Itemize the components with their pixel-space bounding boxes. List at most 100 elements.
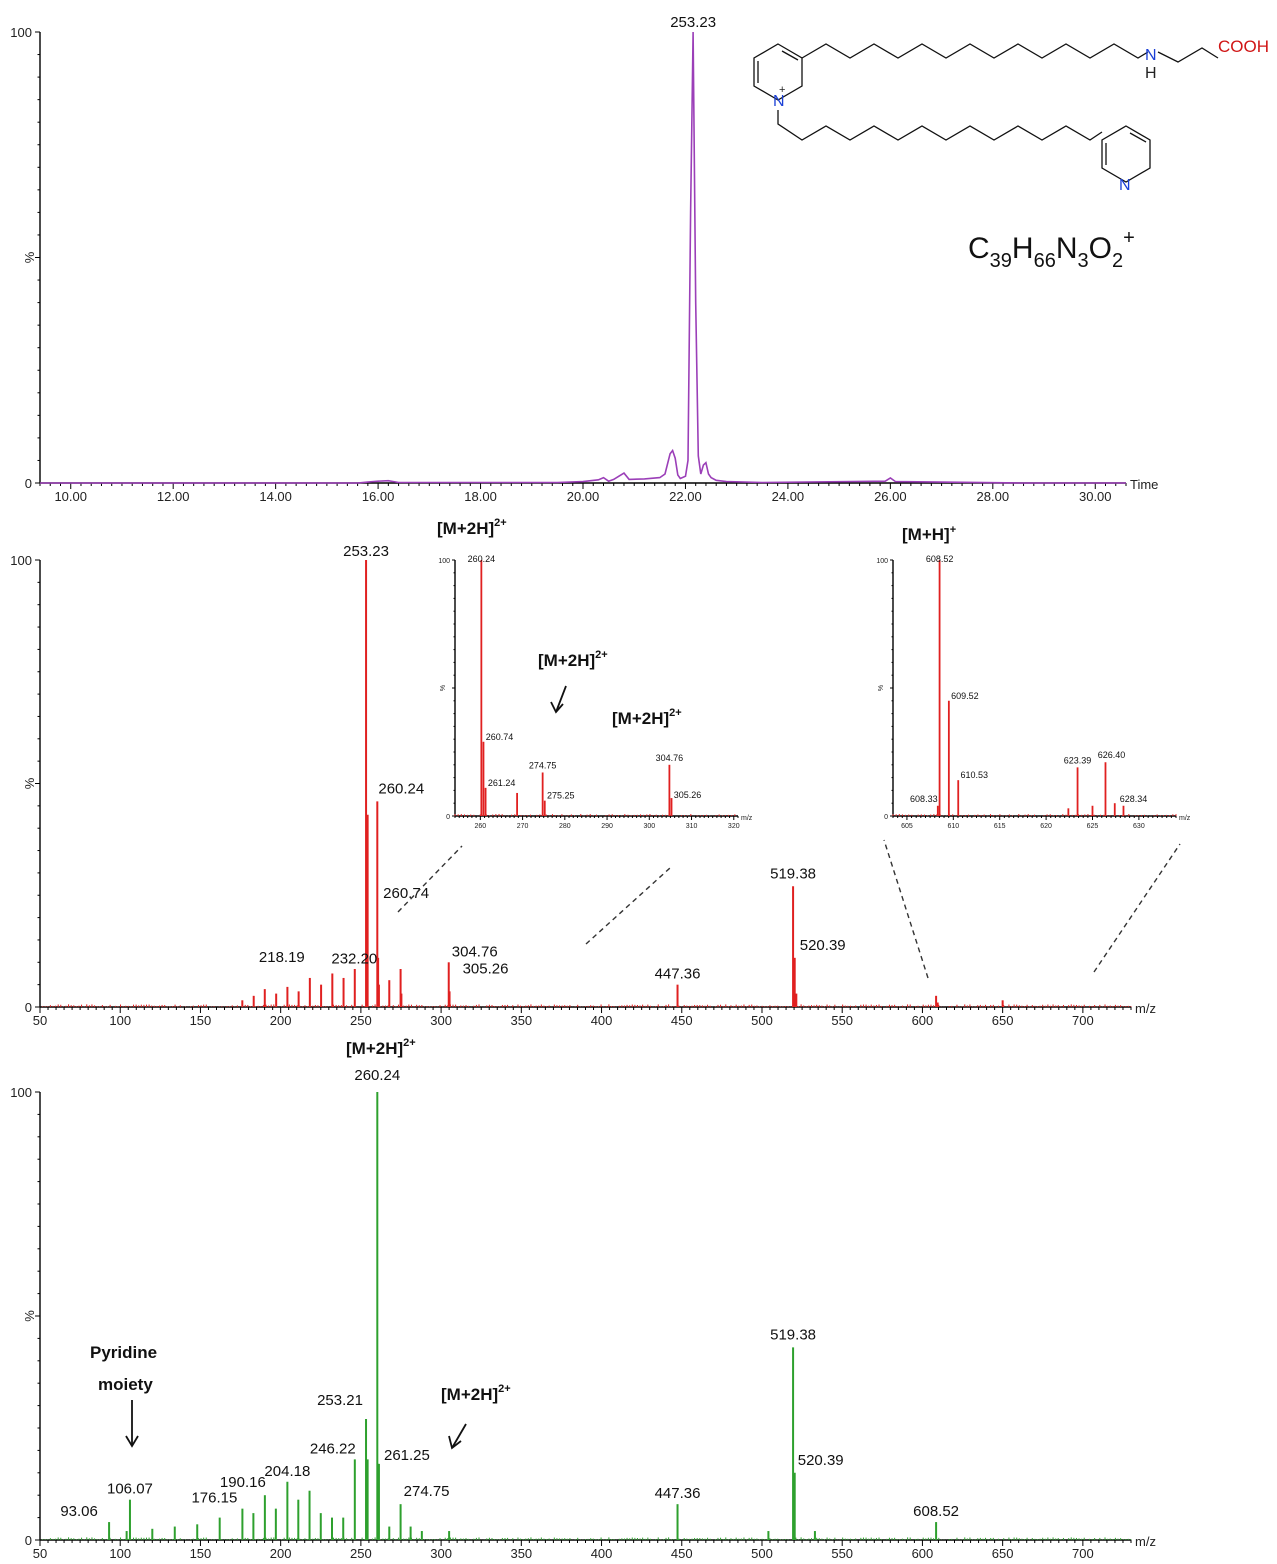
x-tick-label: 100 [109,1546,131,1561]
pyridinium-ring [753,43,803,101]
annotation-arrows [125,685,567,1450]
y-axis-label: % [22,251,37,263]
pyridine-arrowhead [125,1435,139,1448]
pyridine-ring [1101,125,1151,183]
x-tick-label: 625 [1087,823,1099,830]
x-axis-label: Time [1130,477,1158,492]
pyridine-moiety-label: Pyridine [90,1343,157,1362]
y-tick-label: 100 [10,25,32,40]
peak-label: 520.39 [798,1452,844,1469]
x-tick-label: 24.00 [772,489,805,504]
peak-label: 304.76 [452,943,498,960]
x-tick-label: 26.00 [874,489,907,504]
inset1-arrowhead [550,701,564,714]
y-tick-label: 0 [446,814,450,821]
x-tick-label: 500 [751,1546,773,1561]
x-tick-label: 500 [751,1013,773,1028]
x-tick-label: 22.00 [669,489,702,504]
x-tick-label: 610 [947,823,959,830]
x-tick-label: 300 [430,1013,452,1028]
peak-label: 274.75 [529,760,557,770]
x-tick-label: 280 [559,823,571,830]
molecular-formula: C39H66N3O2+ [968,227,1135,272]
upper-alkyl-chain [801,43,1149,59]
x-axis-label: m/z [1135,1534,1156,1549]
x-tick-label: 650 [992,1013,1014,1028]
x-tick-label: 620 [1040,823,1052,830]
x-tick-label: 250 [350,1546,372,1561]
tic-trace [40,31,1126,484]
x-tick-label: 28.00 [977,489,1010,504]
y-tick-label: 0 [25,1000,32,1015]
peak-label: 519.38 [770,865,816,882]
zoom-guides [397,839,1181,979]
y-tick-label: 0 [25,1533,32,1548]
peak-label: 261.25 [384,1447,430,1464]
peak-label: 626.40 [1098,750,1126,760]
peak-label: 610.53 [960,770,988,780]
x-tick-label: 250 [350,1013,372,1028]
x-tick-label: 270 [517,823,529,830]
y-tick-label: 100 [876,558,888,565]
x-tick-label: 600 [912,1546,934,1561]
peak-label: 623.39 [1064,755,1092,765]
y-tick-label: 0 [25,476,32,491]
pyridine-moiety-label-2: moiety [98,1375,153,1394]
peak-label: 608.33 [910,794,938,804]
x-axis-label: m/z [1179,815,1191,822]
inset2-ion-label: [M+H]+ [902,524,956,544]
zoom-guide-line [1093,843,1181,973]
peak-label: 519.38 [770,1326,816,1343]
x-tick-label: 100 [109,1013,131,1028]
peak-label: 218.19 [259,949,305,966]
amine-n: N [1145,47,1157,64]
ms1-ion-label: [M+2H]2+ [437,517,507,538]
ring-double-bond [1129,132,1147,143]
peak-label: 261.24 [488,778,516,788]
peak-label: 447.36 [655,1485,701,1502]
peak-label: 274.75 [404,1483,450,1500]
x-tick-label: 18.00 [464,489,497,504]
x-tick-label: 30.00 [1079,489,1112,504]
peak-label: 190.16 [220,1474,266,1491]
x-tick-label: 10.00 [54,489,87,504]
peak-label: 260.24 [468,554,496,564]
peak-label: 520.39 [800,937,846,954]
x-tick-label: 12.00 [157,489,190,504]
peak-label: 275.25 [547,791,575,801]
peak-label: 253.23 [343,543,389,560]
peak-label: 608.52 [913,1503,959,1520]
peak-label: 609.52 [951,691,979,701]
peak-label: 628.34 [1120,794,1148,804]
peak-label: 305.26 [463,960,509,977]
x-tick-label: 14.00 [259,489,292,504]
inset1-panel: 260 270 280 290 300 310 320 0 100% m/z 260.24 260.7… [438,554,752,830]
x-tick-label: 615 [994,823,1006,830]
y-axis-label: % [878,685,885,691]
y-tick-label: 100 [438,558,450,565]
x-tick-label: 550 [831,1013,853,1028]
x-tick-label: 150 [190,1546,212,1561]
peak-label: 176.15 [191,1490,237,1507]
x-tick-label: 400 [591,1546,613,1561]
zoom-guide-line [585,867,671,945]
x-tick-label: 50 [33,1013,47,1028]
zoom-guide-line [883,839,929,979]
peak-label: 447.36 [655,966,701,983]
pyridinium-plus: + [779,84,785,96]
x-tick-label: 150 [190,1013,212,1028]
x-tick-label: 20.00 [567,489,600,504]
y-axis-label: % [22,777,37,789]
x-tick-label: 700 [1072,1546,1094,1561]
peak-label: 232.20 [331,950,377,967]
propanoic-chain [1157,47,1219,63]
x-tick-label: 300 [643,823,655,830]
peak-label: 608.52 [926,554,954,564]
x-tick-label: 450 [671,1013,693,1028]
x-tick-label: 50 [33,1546,47,1561]
chemical-structure [753,43,1219,183]
peak-label: 93.06 [60,1503,98,1520]
x-tick-label: 700 [1072,1013,1094,1028]
inset1-ion-label-a: [M+2H]2+ [538,649,608,670]
